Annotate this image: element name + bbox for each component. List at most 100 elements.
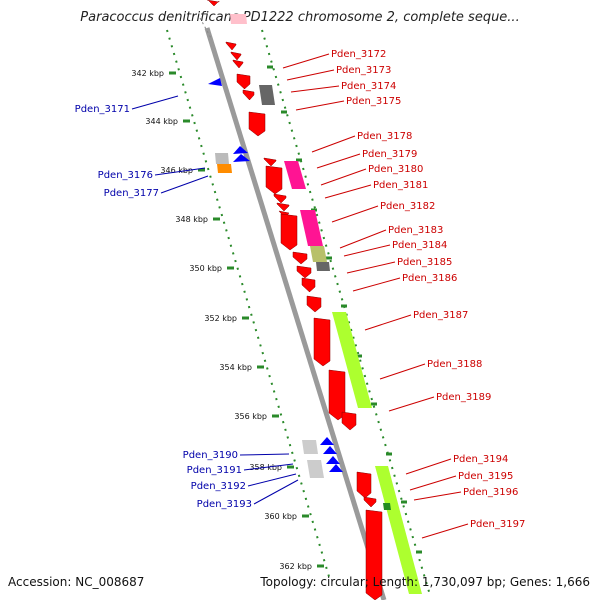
gene-label-pden-3177[interactable]: Pden_3177	[104, 188, 159, 199]
tick-label: 356 kbp	[234, 412, 267, 421]
forward-gene-arrow	[363, 496, 377, 508]
feature-group	[206, 0, 422, 600]
topology-text: Topology: circular; Length: 1,730,097 bp…	[260, 575, 590, 589]
forward-gene-arrow	[273, 193, 287, 204]
forward-gene-arrow	[341, 411, 357, 431]
gene-label-pden-3196[interactable]: Pden_3196	[463, 487, 518, 498]
feature-block-olive	[310, 246, 327, 262]
reverse-gene-arrow	[233, 154, 250, 162]
label-leader	[239, 453, 290, 456]
tick-label: 342 kbp	[131, 69, 164, 78]
reverse-gene-arrow	[320, 437, 334, 445]
gene-label-pden-3178[interactable]: Pden_3178	[357, 131, 412, 142]
label-leader	[290, 85, 340, 93]
gene-label-pden-3181[interactable]: Pden_3181	[373, 180, 428, 191]
gene-label-pden-3197[interactable]: Pden_3197	[470, 519, 525, 530]
gene-label-pden-3193[interactable]: Pden_3193	[197, 499, 252, 510]
feature-block-magenta	[300, 210, 323, 246]
forward-gene-arrow	[236, 73, 251, 90]
label-leader	[388, 396, 435, 412]
label-leader	[409, 475, 457, 491]
gene-label-pden-3172[interactable]: Pden_3172	[331, 49, 386, 60]
label-leader	[160, 175, 209, 194]
gene-label-pden-3191[interactable]: Pden_3191	[187, 465, 242, 476]
forward-gene-arrow	[265, 165, 283, 195]
reverse-gene-arrow	[233, 146, 248, 154]
reverse-gene-arrow	[329, 464, 343, 472]
gene-label-pden-3174[interactable]: Pden_3174	[341, 81, 396, 92]
forward-gene-arrow	[276, 202, 290, 212]
gene-label-pden-3194[interactable]: Pden_3194	[453, 454, 508, 465]
gene-label-pden-3192[interactable]: Pden_3192	[191, 481, 246, 492]
label-leader	[343, 244, 391, 257]
label-leader	[253, 479, 299, 505]
tick-label: 360 kbp	[264, 512, 297, 521]
forward-gene-arrow	[242, 89, 255, 101]
tick-group: 342 kbp 344 kbp 346 kbp 348 kbp 350 kbp 352 k…	[131, 65, 422, 571]
forward-gene-arrow	[365, 509, 383, 600]
label-leader	[339, 229, 387, 249]
gene-label-pden-3182[interactable]: Pden_3182	[380, 201, 435, 212]
forward-gene-arrow	[356, 471, 372, 499]
gene-label-pden-3173[interactable]: Pden_3173	[336, 65, 391, 76]
tick-label: 350 kbp	[189, 264, 222, 273]
label-leader	[154, 167, 206, 176]
label-leader	[247, 473, 297, 487]
inner-track-line	[199, 17, 213, 41]
feature-block-darkgreen	[383, 503, 391, 510]
forward-gene-arrow	[263, 157, 277, 167]
label-leader	[282, 53, 330, 69]
gene-label-pden-3195[interactable]: Pden_3195	[458, 471, 513, 482]
tick-label: 348 kbp	[175, 215, 208, 224]
reverse-gene-arrow	[323, 446, 337, 454]
forward-gene-arrow	[296, 265, 312, 279]
label-leader	[405, 458, 452, 475]
chromosome-backbone	[204, 27, 387, 600]
label-leader	[346, 261, 396, 274]
forward-gene-arrow	[206, 0, 220, 7]
label-leader	[421, 523, 469, 539]
gene-label-pden-3179[interactable]: Pden_3179	[362, 149, 417, 160]
gene-label-pden-3176[interactable]: Pden_3176	[98, 170, 153, 181]
forward-gene-arrow	[306, 295, 322, 313]
label-leader	[331, 205, 379, 223]
gene-label-pden-3190[interactable]: Pden_3190	[183, 450, 238, 461]
gene-label-pden-3186[interactable]: Pden_3186	[402, 273, 457, 284]
forward-gene-arrow	[292, 251, 308, 265]
feature-block-gray	[302, 440, 318, 454]
label-leader	[379, 363, 426, 380]
gene-label-pden-3175[interactable]: Pden_3175	[346, 96, 401, 107]
forward-gene-arrow	[248, 111, 266, 137]
reverse-gene-arrow	[208, 78, 222, 86]
label-leader	[413, 491, 462, 501]
label-leader	[286, 69, 335, 81]
reverse-track-line	[166, 29, 331, 581]
feature-block-gray	[316, 262, 330, 271]
tick-label: 362 kbp	[279, 562, 312, 571]
label-leader	[320, 168, 367, 186]
feature-block-green	[332, 312, 372, 408]
forward-gene-arrow	[313, 317, 331, 367]
forward-gene-arrow	[301, 277, 316, 293]
gene-label-pden-3188[interactable]: Pden_3188	[427, 359, 482, 370]
label-leader	[243, 463, 294, 471]
gene-label-pden-3183[interactable]: Pden_3183	[388, 225, 443, 236]
forward-gene-arrow	[232, 59, 244, 69]
label-leader	[311, 135, 356, 153]
gene-label-pden-3185[interactable]: Pden_3185	[397, 257, 452, 268]
tick-label: 344 kbp	[145, 117, 178, 126]
gene-label-pden-3180[interactable]: Pden_3180	[368, 164, 423, 175]
gene-label-pden-3189[interactable]: Pden_3189	[436, 392, 491, 403]
label-leader	[352, 277, 401, 292]
label-group: Pden_3172 Pden_3173 Pden_3174 Pden_3175 Pden…	[75, 49, 525, 539]
feature-block-gray	[215, 153, 229, 164]
gene-label-pden-3171[interactable]: Pden_3171	[75, 104, 130, 115]
gene-label-pden-3187[interactable]: Pden_3187	[413, 310, 468, 321]
forward-gene-arrow	[230, 51, 242, 61]
forward-gene-arrow	[328, 369, 346, 421]
gene-label-pden-3184[interactable]: Pden_3184	[392, 240, 447, 251]
forward-gene-arrow	[225, 41, 237, 51]
map-title: Paracoccus denitrificans PD1222 chromoso…	[80, 10, 520, 25]
label-leader	[324, 184, 372, 199]
